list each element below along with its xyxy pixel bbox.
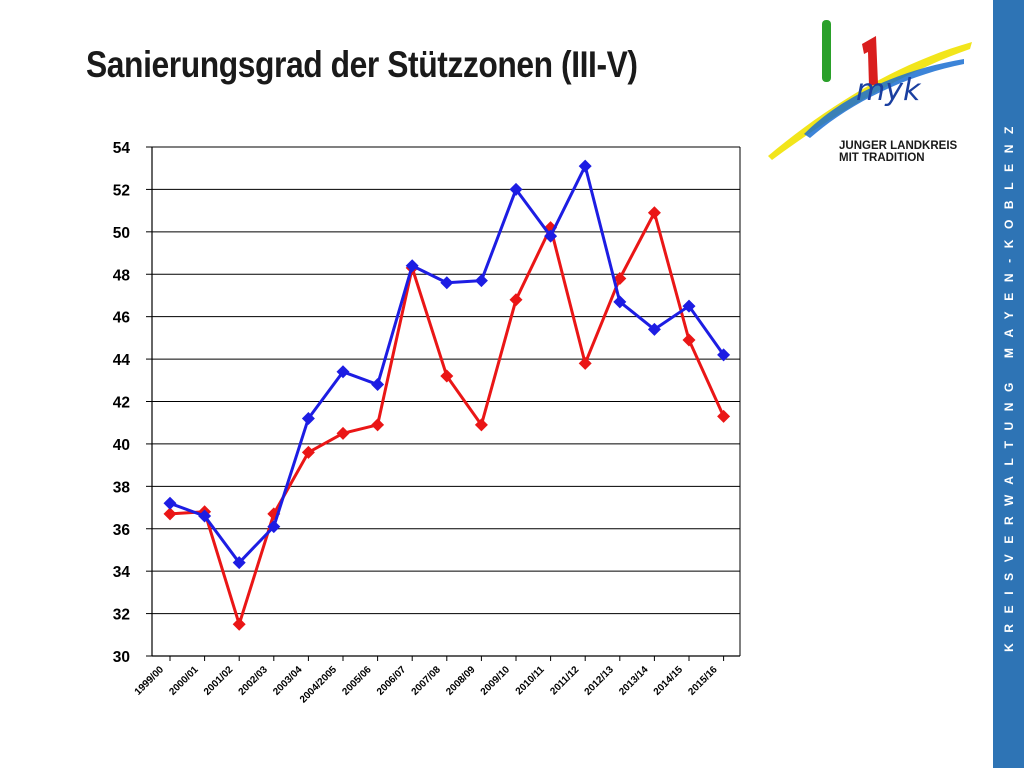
data-point	[198, 509, 212, 523]
series-line	[169, 164, 725, 565]
data-point	[267, 520, 281, 534]
x-tick-label: 2000/01	[167, 664, 201, 698]
x-tick-label: 2004/2005	[298, 664, 340, 706]
y-tick-labels: 30 32 34 36 38 40 42 44 46 48 50 52 54	[113, 140, 131, 666]
x-tick-label: 2015/16	[686, 664, 720, 698]
data-point	[544, 229, 558, 243]
data-point	[405, 259, 419, 273]
data-point	[163, 507, 177, 521]
chart-axes	[146, 146, 741, 661]
y-tick-label: 50	[113, 225, 130, 242]
y-tick-label: 44	[113, 352, 131, 369]
data-point	[232, 556, 246, 570]
x-tick-label: 2010/11	[514, 664, 547, 697]
x-tick-label: 2007/08	[410, 664, 444, 698]
data-point	[440, 276, 454, 290]
data-point	[301, 445, 315, 459]
series-1	[163, 206, 731, 631]
y-tick-label: 46	[113, 310, 131, 327]
logo-green-bar	[822, 20, 831, 82]
data-point	[682, 299, 696, 313]
x-tick-label: 2003/04	[271, 664, 305, 698]
x-tick-label: 2002/03	[237, 664, 271, 698]
data-point	[613, 295, 627, 309]
y-tick-label: 52	[113, 182, 130, 199]
logo-text-line2: MIT TRADITION	[839, 152, 925, 164]
x-tick-label: 1999/00	[133, 664, 167, 698]
x-tick-label: 2006/07	[375, 664, 409, 698]
data-point	[440, 369, 454, 383]
data-point	[336, 365, 350, 379]
data-point	[578, 356, 592, 370]
data-point	[613, 271, 627, 285]
x-tick-label: 2009/10	[479, 664, 513, 698]
data-point	[371, 418, 385, 432]
x-tick-labels: 1999/00 2000/01 2001/02 2002/03 2003/042004/…	[133, 664, 720, 706]
data-point	[371, 378, 385, 392]
y-tick-label: 38	[113, 479, 131, 496]
data-point	[647, 322, 661, 336]
x-tick-label: 2005/06	[340, 664, 374, 698]
x-tick-label: 2012/13	[583, 664, 617, 698]
data-point	[163, 496, 177, 510]
district-logo: myk JUNGER LANDKREIS MIT TRADITION	[768, 20, 972, 164]
data-point	[509, 182, 523, 196]
y-tick-label: 32	[113, 607, 130, 624]
logo-yellow-swoosh	[768, 42, 972, 160]
chart-grid	[152, 146, 740, 657]
data-point	[509, 293, 523, 307]
x-tick-label: 2014/15	[652, 664, 686, 698]
logo-blue-swoosh	[804, 59, 964, 138]
y-tick-label: 40	[113, 437, 130, 454]
data-point	[336, 426, 350, 440]
y-tick-label: 48	[113, 267, 131, 284]
x-tick-label: 2011/12	[548, 664, 581, 697]
y-tick-label: 36	[113, 522, 131, 539]
y-tick-label: 30	[113, 649, 130, 666]
side-band: KREISVERWALTUNG MAYEN-KOBLENZ	[993, 0, 1024, 768]
data-point	[682, 333, 696, 347]
logo-wordmark: myk	[856, 73, 922, 108]
data-point	[717, 409, 731, 423]
data-point	[474, 274, 488, 288]
x-tick-label: 2008/09	[444, 664, 478, 698]
y-tick-label: 54	[113, 140, 131, 157]
logo-text-line1: JUNGER LANDKREIS	[839, 140, 958, 152]
data-point	[647, 206, 661, 220]
data-point	[474, 418, 488, 432]
x-tick-label: 2013/14	[617, 664, 651, 698]
data-point	[232, 617, 246, 631]
y-tick-label: 34	[113, 564, 131, 581]
data-point	[717, 348, 731, 362]
x-tick-label: 2001/02	[202, 664, 236, 698]
logo-red-one	[862, 36, 878, 86]
data-point	[301, 411, 315, 425]
series-0	[163, 159, 731, 570]
data-point	[578, 159, 592, 173]
y-tick-label: 42	[113, 395, 130, 412]
slide-title: Sanierungsgrad der Stützzonen (III-V)	[86, 44, 638, 85]
chart-series	[163, 159, 731, 631]
